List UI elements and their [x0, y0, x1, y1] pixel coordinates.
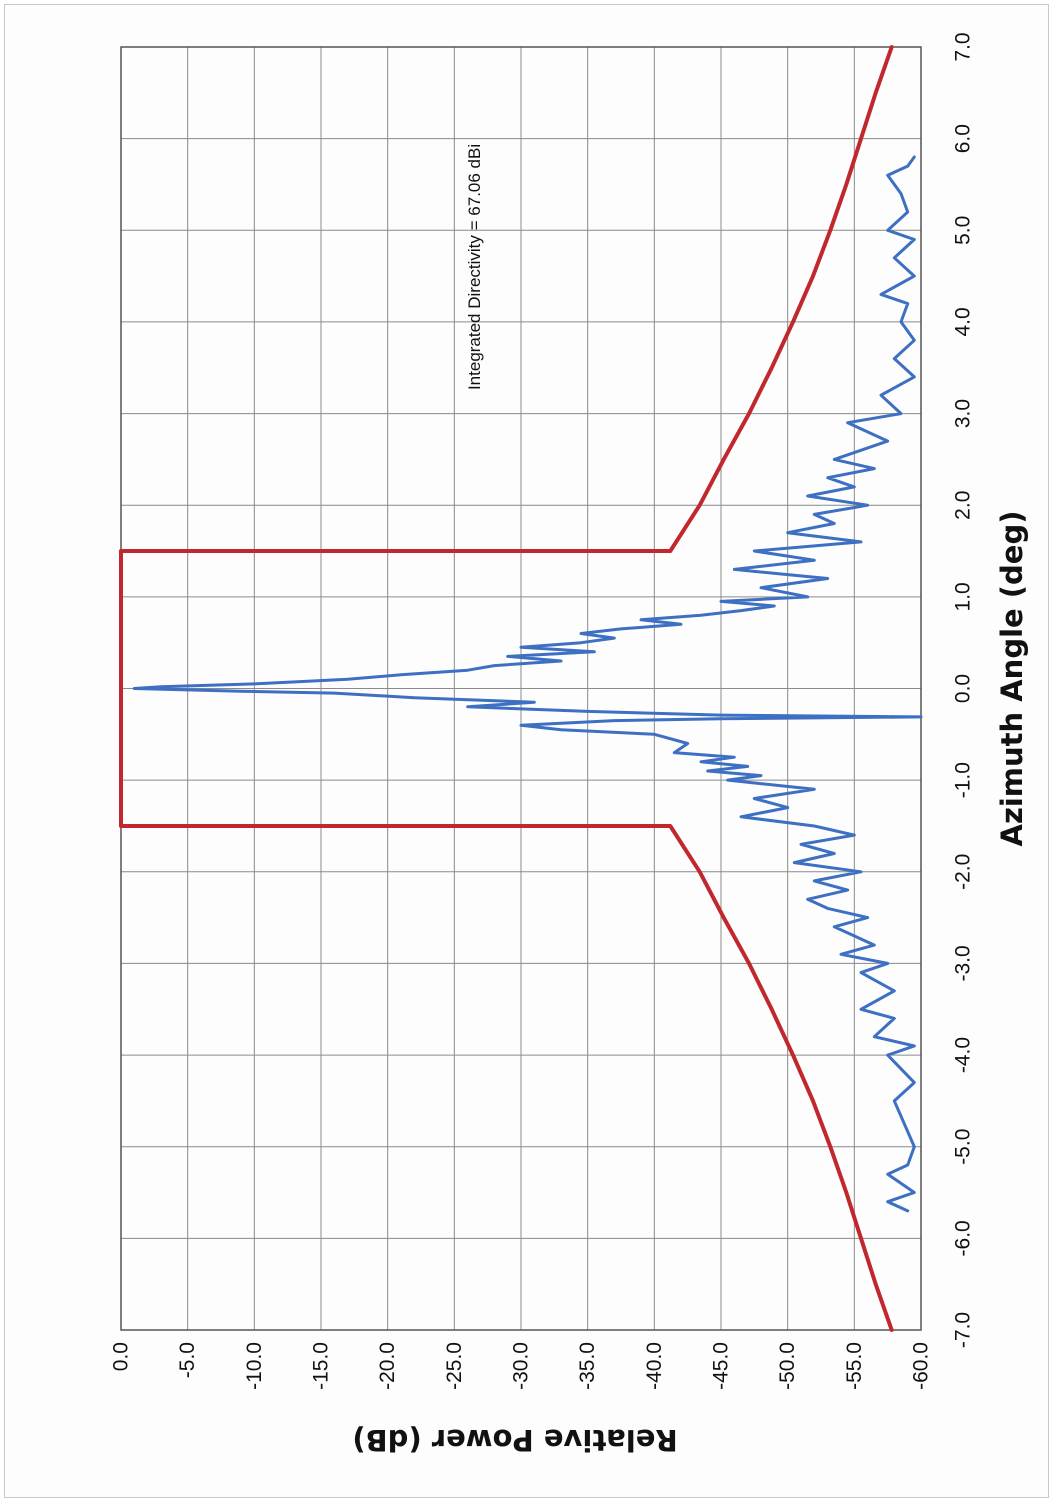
y-tick-label: -10.0 [243, 1342, 266, 1390]
y-tick-labels: 0.0 -5.0 -10.0 -15.0 -20.0 -25.0 -30.0 -35.0 -40… [110, 1342, 933, 1390]
measured-pattern-line [132, 155, 923, 1213]
x-tick-label: -2.0 [952, 854, 975, 890]
y-tick-label: -15.0 [310, 1342, 333, 1390]
x-tick-label: 6.0 [952, 124, 975, 153]
grid [120, 46, 922, 1331]
mask-envelope-line [119, 45, 894, 1332]
x-tick-label: 3.0 [952, 399, 975, 428]
x-tick-label: -1.0 [952, 762, 975, 798]
y-tick-label: -5.0 [176, 1342, 199, 1378]
y-axis-title: Relative Power (dB) [352, 1423, 677, 1457]
y-tick-label: -55.0 [843, 1342, 866, 1390]
series-layer [119, 45, 923, 1332]
x-tick-label: -5.0 [952, 1129, 975, 1165]
y-tick-label: -25.0 [443, 1342, 466, 1390]
y-tick-label: -60.0 [910, 1342, 933, 1390]
x-tick-label: -4.0 [952, 1037, 975, 1073]
x-tick-labels: -7.0 -6.0 -5.0 -4.0 -3.0 -2.0 -1.0 0.0 1.0 2.0 3.0… [952, 32, 975, 1348]
y-tick-label: -30.0 [510, 1342, 533, 1390]
x-axis-title: Azimuth Angle (deg) [995, 511, 1029, 847]
y-tick-label: -45.0 [710, 1342, 733, 1390]
x-tick-label: 5.0 [952, 216, 975, 245]
x-tick-label: -3.0 [952, 945, 975, 981]
x-tick-label: 1.0 [952, 582, 975, 611]
x-tick-label: -6.0 [952, 1220, 975, 1256]
y-tick-label: -20.0 [376, 1342, 399, 1390]
y-tick-label: -40.0 [643, 1342, 666, 1390]
x-tick-label: 0.0 [952, 674, 975, 703]
y-tick-label: 0.0 [110, 1342, 133, 1371]
x-tick-label: -7.0 [952, 1312, 975, 1348]
x-tick-label: 7.0 [952, 32, 975, 61]
y-tick-label: -35.0 [576, 1342, 599, 1390]
x-tick-label: 4.0 [952, 307, 975, 336]
y-tick-label: -50.0 [776, 1342, 799, 1390]
figure-page [4, 4, 1049, 1498]
directivity-annotation: Integrated Directivity = 67.06 dBi [465, 144, 484, 390]
x-tick-label: 2.0 [952, 491, 975, 520]
